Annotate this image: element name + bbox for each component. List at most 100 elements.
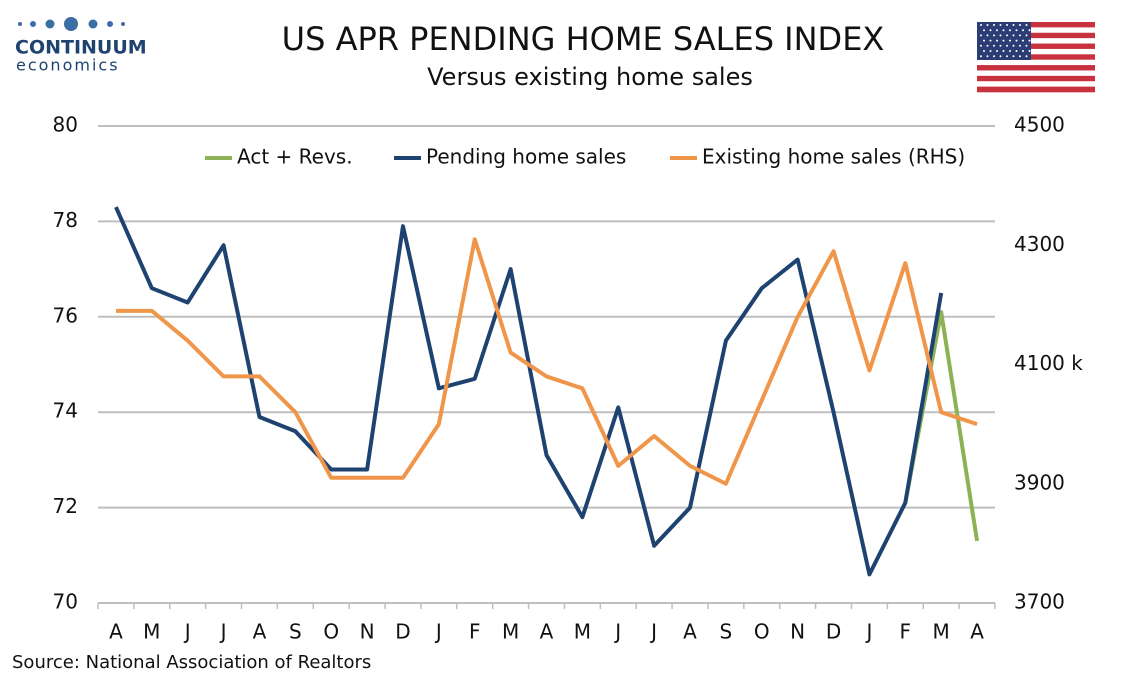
x-tick-label: A <box>970 620 984 644</box>
flag-star <box>1025 44 1028 47</box>
flag-stripe <box>977 48 1095 55</box>
flag-star <box>996 39 998 42</box>
logo: CONTINUUM economics <box>15 17 147 75</box>
flag-star <box>1009 29 1011 32</box>
flag-star <box>999 55 1002 58</box>
x-tick-label: D <box>826 620 841 644</box>
flag-star <box>986 34 989 37</box>
flag-star <box>1019 44 1021 47</box>
y-tick-label: 76 <box>53 303 78 327</box>
x-tick-label: S <box>720 620 733 644</box>
flag-star <box>1028 50 1031 52</box>
flag-star <box>980 24 982 26</box>
x-tick-label: N <box>360 620 375 644</box>
flag-star <box>980 44 982 47</box>
y2-tick-label: 4300 <box>1014 232 1065 256</box>
flag-star <box>989 50 992 52</box>
x-tick-label: A <box>109 620 123 644</box>
flag-stripe <box>977 65 1095 71</box>
flag-star <box>989 39 992 42</box>
flag-star <box>996 29 998 32</box>
flag-star <box>993 44 995 47</box>
flag-star <box>1006 55 1008 58</box>
flag-star <box>1009 50 1011 52</box>
x-tick-label: M <box>574 620 591 644</box>
x-tick-label: F <box>900 620 912 644</box>
flag <box>977 22 1095 93</box>
chart-subtitle: Versus existing home sales <box>427 63 753 91</box>
flag-stripe <box>977 59 1095 66</box>
x-tick-label: N <box>790 620 805 644</box>
flag-stripe <box>977 70 1095 77</box>
brand-tagline: economics <box>16 56 120 75</box>
flag-star <box>1012 55 1015 58</box>
y-tick-label: 70 <box>53 590 78 614</box>
flag-star <box>993 24 995 26</box>
flag-star <box>1009 39 1011 42</box>
brand-name: CONTINUUM <box>15 37 147 59</box>
flag-star <box>986 44 989 47</box>
chart-title: US APR PENDING HOME SALES INDEX <box>282 20 885 58</box>
flag-stripe <box>977 22 1095 28</box>
flag-star <box>1015 50 1018 52</box>
flag-star <box>1019 34 1021 37</box>
flag-stripe <box>977 27 1095 34</box>
flag-star <box>983 50 985 52</box>
y2-tick-label: 3700 <box>1014 590 1065 614</box>
flag-star <box>1002 39 1005 42</box>
x-tick-label: J <box>864 620 872 644</box>
x-tick-label: M <box>143 620 160 644</box>
series-line <box>114 206 944 577</box>
y-tick-label: 78 <box>53 208 78 232</box>
x-tick-label: A <box>683 620 697 644</box>
x-tick-label: O <box>754 620 770 644</box>
flag-star <box>993 34 995 37</box>
flag-star <box>1006 44 1008 47</box>
x-tick-label: A <box>540 620 554 644</box>
x-tick-label: S <box>289 620 302 644</box>
flag-star <box>980 55 982 58</box>
flag-stripe <box>977 75 1095 82</box>
flag-star <box>983 29 985 32</box>
flag-stripe <box>977 38 1095 44</box>
flag-star <box>983 39 985 42</box>
flag-star <box>1025 55 1028 58</box>
flag-star <box>1015 29 1018 32</box>
flag-star <box>986 55 989 58</box>
flag-stripe <box>977 86 1095 93</box>
flag-stripe <box>977 32 1095 39</box>
flag-star <box>1025 24 1028 26</box>
flag-star <box>1022 29 1024 32</box>
flag-star <box>999 34 1002 37</box>
flag-star <box>1015 39 1018 42</box>
x-tick-label: J <box>183 620 191 644</box>
x-tick-label: J <box>434 620 442 644</box>
y-tick-label: 80 <box>53 113 78 137</box>
x-tick-label: D <box>395 620 410 644</box>
x-tick-label: F <box>469 620 481 644</box>
legend-label: Existing home sales (RHS) <box>702 145 965 169</box>
flag-star <box>1006 34 1008 37</box>
y2-tick-label: 4500 <box>1014 113 1065 137</box>
legend-label: Pending home sales <box>426 145 626 169</box>
y-tick-label: 72 <box>53 494 78 518</box>
flag-stripe <box>977 43 1095 50</box>
flag-star <box>999 24 1002 26</box>
flag-star <box>986 24 989 26</box>
flag-star <box>996 50 998 52</box>
flag-stripe <box>977 81 1095 87</box>
y2-tick-label: 4100 k <box>1014 351 1083 375</box>
flag-stripe <box>977 54 1095 60</box>
x-tick-label: J <box>649 620 657 644</box>
flag-star <box>1025 34 1028 37</box>
y2-tick-label: 3900 <box>1014 470 1065 494</box>
x-tick-label: A <box>253 620 267 644</box>
flag-star <box>1002 50 1005 52</box>
flag-star <box>1012 24 1015 26</box>
x-tick-label: M <box>933 620 950 644</box>
flag-star <box>1019 24 1021 26</box>
legend-label: Act + Revs. <box>237 145 353 169</box>
flag-star <box>1012 34 1015 37</box>
flag-star <box>1012 44 1015 47</box>
